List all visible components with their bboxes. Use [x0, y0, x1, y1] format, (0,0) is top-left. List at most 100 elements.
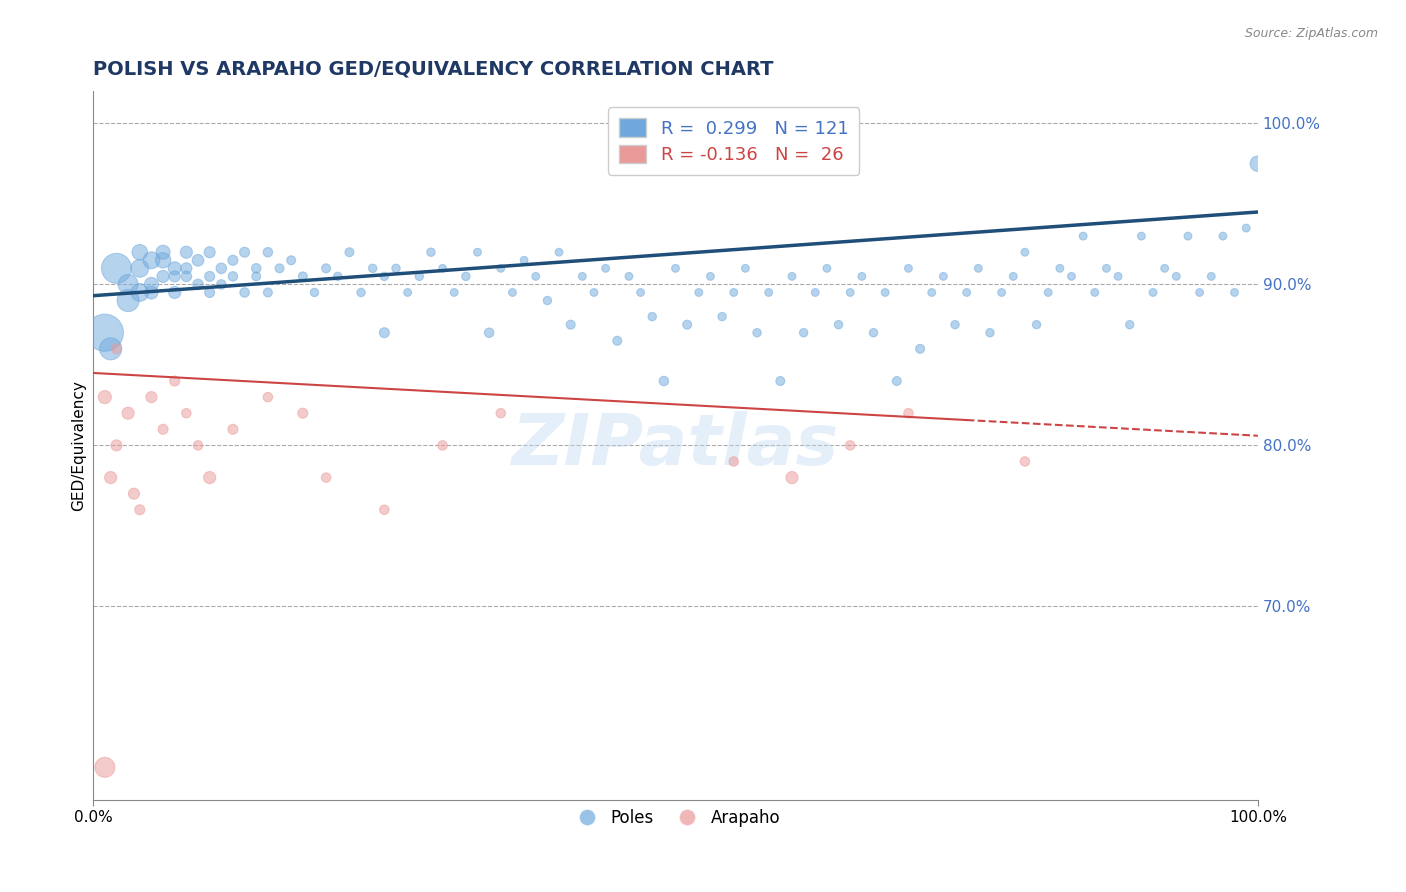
Point — [560, 318, 582, 332]
Point — [326, 269, 349, 284]
Point — [921, 285, 943, 300]
Point — [1049, 261, 1071, 276]
Point — [163, 285, 186, 300]
Point — [373, 326, 395, 340]
Point — [536, 293, 558, 308]
Point — [897, 261, 920, 276]
Point — [1247, 157, 1270, 171]
Point — [723, 454, 745, 468]
Y-axis label: GED/Equivalency: GED/Equivalency — [72, 380, 86, 511]
Point — [257, 245, 280, 260]
Point — [641, 310, 664, 324]
Point — [117, 277, 139, 292]
Point — [571, 269, 593, 284]
Point — [886, 374, 908, 388]
Point — [664, 261, 686, 276]
Point — [1014, 245, 1036, 260]
Point — [257, 285, 280, 300]
Point — [1142, 285, 1164, 300]
Point — [827, 318, 849, 332]
Point — [1060, 269, 1083, 284]
Point — [408, 269, 430, 284]
Point — [100, 342, 122, 356]
Point — [1095, 261, 1118, 276]
Point — [291, 406, 314, 420]
Point — [280, 253, 302, 268]
Point — [979, 326, 1001, 340]
Point — [454, 269, 477, 284]
Point — [990, 285, 1012, 300]
Point — [1084, 285, 1107, 300]
Point — [1002, 269, 1025, 284]
Point — [699, 269, 721, 284]
Point — [780, 269, 803, 284]
Point — [257, 390, 280, 404]
Point — [198, 285, 221, 300]
Point — [176, 261, 198, 276]
Point — [467, 245, 489, 260]
Point — [606, 334, 628, 348]
Point — [94, 390, 117, 404]
Legend: Poles, Arapaho: Poles, Arapaho — [564, 802, 787, 834]
Point — [1166, 269, 1188, 284]
Point — [758, 285, 780, 300]
Point — [163, 269, 186, 284]
Point — [141, 253, 163, 268]
Point — [524, 269, 547, 284]
Point — [315, 261, 337, 276]
Point — [222, 253, 245, 268]
Point — [269, 261, 291, 276]
Point — [1107, 269, 1129, 284]
Point — [373, 269, 395, 284]
Point — [745, 326, 768, 340]
Point — [1119, 318, 1142, 332]
Point — [350, 285, 373, 300]
Point — [967, 261, 990, 276]
Point — [1234, 221, 1257, 235]
Point — [304, 285, 326, 300]
Point — [769, 374, 792, 388]
Point — [793, 326, 815, 340]
Point — [875, 285, 897, 300]
Point — [105, 438, 128, 452]
Point — [513, 253, 536, 268]
Point — [198, 269, 221, 284]
Point — [652, 374, 675, 388]
Point — [711, 310, 734, 324]
Point — [339, 245, 361, 260]
Point — [780, 470, 803, 484]
Point — [734, 261, 756, 276]
Text: Source: ZipAtlas.com: Source: ZipAtlas.com — [1244, 27, 1378, 40]
Point — [1188, 285, 1211, 300]
Point — [1071, 229, 1094, 244]
Point — [1130, 229, 1153, 244]
Text: POLISH VS ARAPAHO GED/EQUIVALENCY CORRELATION CHART: POLISH VS ARAPAHO GED/EQUIVALENCY CORREL… — [93, 60, 773, 78]
Point — [176, 269, 198, 284]
Point — [141, 390, 163, 404]
Point — [582, 285, 605, 300]
Point — [291, 269, 314, 284]
Point — [152, 245, 174, 260]
Point — [187, 253, 209, 268]
Point — [176, 406, 198, 420]
Point — [105, 342, 128, 356]
Point — [839, 438, 862, 452]
Point — [548, 245, 571, 260]
Point — [100, 470, 122, 484]
Point — [908, 342, 931, 356]
Point — [128, 503, 150, 517]
Point — [478, 326, 501, 340]
Point — [419, 245, 441, 260]
Point — [1153, 261, 1175, 276]
Point — [198, 470, 221, 484]
Point — [804, 285, 827, 300]
Point — [943, 318, 966, 332]
Point — [862, 326, 884, 340]
Point — [233, 285, 256, 300]
Point — [152, 422, 174, 436]
Point — [897, 406, 920, 420]
Point — [209, 277, 232, 292]
Point — [723, 285, 745, 300]
Point — [128, 245, 150, 260]
Point — [209, 261, 232, 276]
